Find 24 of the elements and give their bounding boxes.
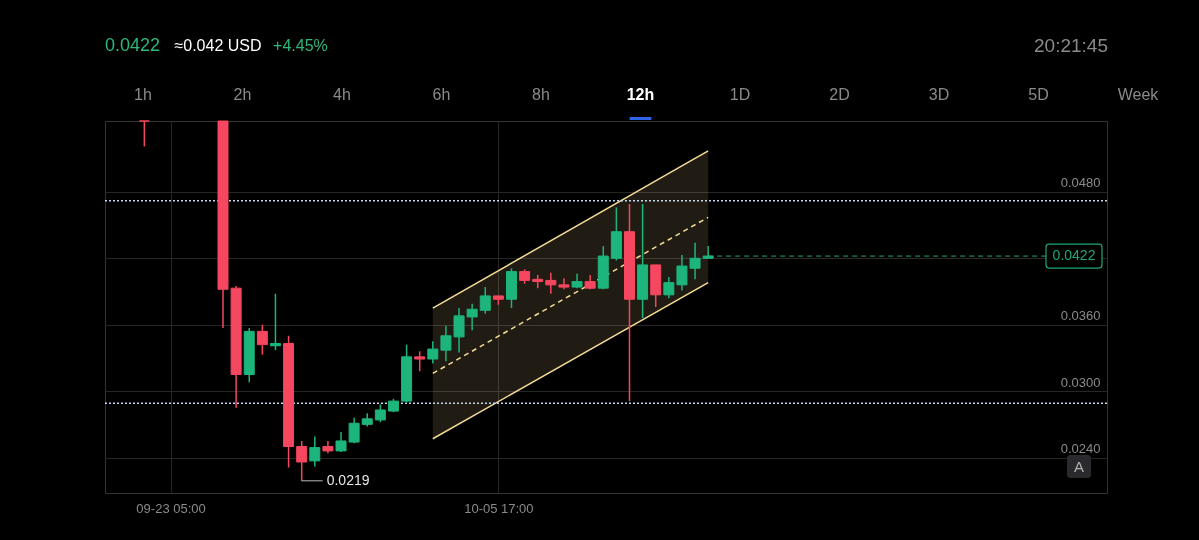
text: 1h xyxy=(134,86,152,103)
y-tick-label: 0.0300 xyxy=(1060,374,1101,390)
y-tick-label: 0.0360 xyxy=(1060,308,1101,324)
y-tick-label: 0.0240 xyxy=(1060,441,1101,457)
text: 5D xyxy=(1028,86,1049,103)
text: +4.45% xyxy=(273,37,328,54)
ref-line-label: 0.0422 xyxy=(1052,247,1096,264)
x-tick-label: 09-23 05:00 xyxy=(136,500,206,516)
text: 0.0422 xyxy=(105,35,161,55)
text: 1D xyxy=(729,86,751,103)
text: 8h xyxy=(532,86,550,103)
text: ≈0.042 USD xyxy=(174,37,262,54)
text: 3D xyxy=(928,86,950,103)
text: 2h xyxy=(233,86,252,103)
annotation: 0.0219 xyxy=(326,471,370,488)
text: 2D xyxy=(829,86,850,103)
x-tick-label: 10-05 17:00 xyxy=(464,500,534,516)
y-tick-label: 0.0480 xyxy=(1060,175,1101,191)
text: 4h xyxy=(333,86,351,103)
text: 12h xyxy=(626,86,655,103)
text: Week xyxy=(1117,86,1160,103)
text: 20:21:45 xyxy=(1034,35,1108,56)
text: 6h xyxy=(432,86,451,103)
annotation: A xyxy=(1073,458,1085,475)
